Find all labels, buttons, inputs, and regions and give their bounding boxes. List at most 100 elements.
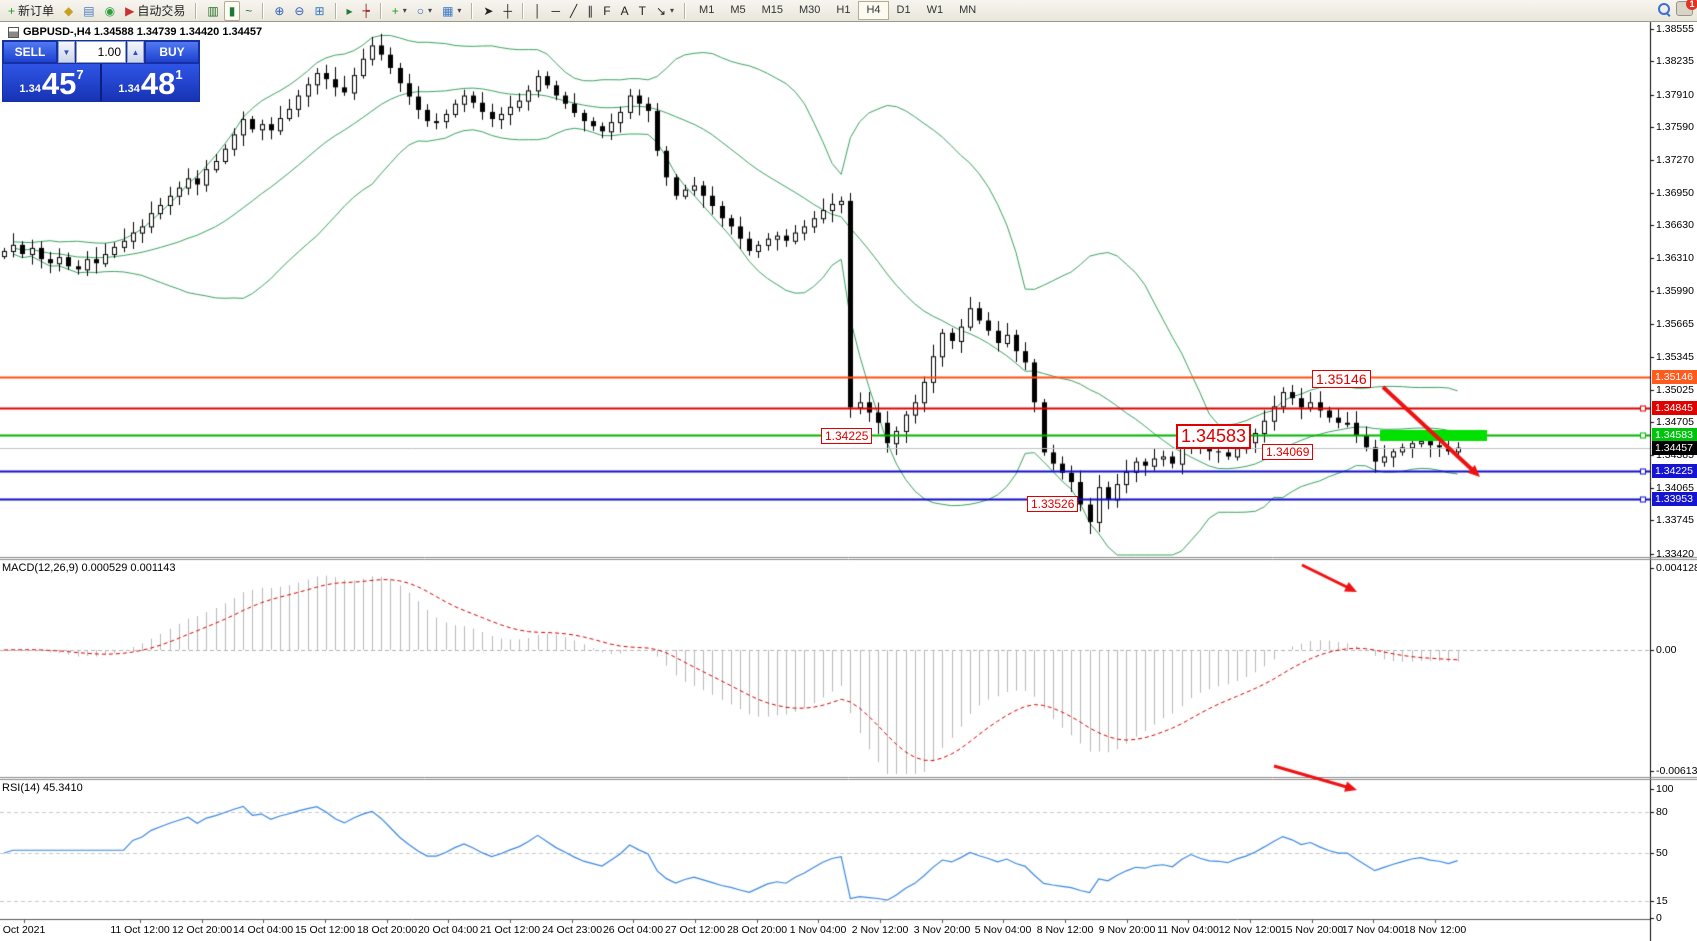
chevron-down-icon[interactable]: ▾ (670, 6, 675, 15)
volume-increase-button[interactable]: ▲ (127, 41, 144, 63)
tab-timeframe-d1[interactable]: D1 (896, 4, 911, 16)
add-indicator-icon: + (391, 3, 399, 18)
time-tick-label: 8 Nov 12:00 (1036, 924, 1094, 936)
price-tick-label: 1.33420 (1656, 547, 1694, 560)
crosshair-button[interactable]: ┼ (498, 1, 517, 21)
chevron-down-icon[interactable]: ▾ (428, 6, 433, 15)
tab-timeframe-mn[interactable]: MN (959, 4, 977, 16)
channel-button[interactable]: ∥ (582, 1, 598, 21)
price-tick-label: 1.34065 (1656, 481, 1694, 494)
price-tick-label: 1.35025 (1656, 383, 1694, 396)
tab-timeframe-m5[interactable]: M5 (730, 4, 746, 16)
time-tick-label: 12 Nov 12:00 (1218, 924, 1282, 936)
toolbar-separator (195, 2, 198, 19)
price-callout[interactable]: 1.34069 (1262, 444, 1314, 460)
tab-timeframe-w1[interactable]: W1 (926, 4, 944, 16)
text-button[interactable]: A (616, 1, 634, 21)
time-tick-label: 2 Nov 12:00 (851, 924, 909, 936)
time-tick-label: 11 Oct 12:00 (110, 924, 170, 936)
buy-price-big: 48 (140, 66, 176, 101)
volume-decrease-button[interactable]: ▼ (58, 41, 75, 63)
stamp-button[interactable]: ◆ (59, 1, 78, 21)
buy-price-display[interactable]: 1.34 48 1 (100, 64, 199, 101)
indicator-tick-label: 0.004128 (1656, 562, 1697, 574)
arrows-icon: ↘ (655, 3, 667, 18)
trendline-button[interactable]: ╱ (565, 1, 582, 21)
indicator-tick-label: 15 (1656, 895, 1668, 907)
price-tag: 1.34457 (1652, 440, 1697, 455)
crosshair-icon: ┼ (503, 3, 512, 18)
zoom-in-icon: ⊕ (274, 3, 285, 18)
sell-price-big: 45 (41, 66, 77, 101)
candlestick-button[interactable]: ▮ (223, 0, 241, 21)
hline-button[interactable]: ─ (547, 1, 566, 21)
tab-timeframe-h1[interactable]: H1 (836, 4, 851, 16)
search-icon[interactable] (1658, 2, 1670, 15)
indicator-tick-label: -0.006132 (1656, 765, 1697, 777)
autotrade-button[interactable]: ▶ 自动交易 (120, 1, 190, 21)
price-tick-label: 1.36950 (1656, 186, 1694, 199)
label-button[interactable]: T (634, 1, 651, 21)
arrows-button[interactable]: ↘ ▾ (651, 1, 679, 21)
buy-button[interactable]: BUY (145, 41, 199, 63)
tab-timeframe-m1[interactable]: M1 (699, 4, 715, 16)
indicator-tick-label: 0 (1656, 912, 1662, 924)
chart-shift-button[interactable]: ┾ (358, 1, 375, 21)
price-tag: 1.35146 (1652, 370, 1697, 385)
bar-chart-button[interactable]: ▥ (202, 1, 223, 21)
sell-price-sup: 7 (76, 67, 84, 82)
tab-timeframe-h4[interactable]: H4 (858, 1, 889, 20)
toolbar-separator (684, 2, 687, 19)
sell-button[interactable]: SELL (3, 41, 57, 63)
zoom-in-button[interactable]: ⊕ (269, 1, 289, 21)
chevron-down-icon[interactable]: ▾ (457, 6, 462, 15)
price-callout[interactable]: 1.34583 (1176, 424, 1252, 449)
template-button[interactable]: ▦ ▾ (437, 1, 466, 21)
line-chart-icon: ~ (245, 3, 253, 18)
stamp-icon: ◆ (64, 3, 74, 18)
text-icon: A (620, 3, 629, 18)
zoom-out-button[interactable]: ⊖ (289, 1, 309, 21)
volume-input[interactable] (76, 41, 126, 63)
tab-timeframe-m30[interactable]: M30 (799, 4, 821, 16)
toolbar-separator (379, 2, 382, 19)
rsi-label: RSI(14) 45.3410 (2, 782, 83, 794)
line-chart-button[interactable]: ~ (240, 1, 257, 21)
candlestick-icon: ▮ (228, 3, 236, 18)
period-button[interactable]: ○ ▾ (412, 1, 437, 21)
sell-price-display[interactable]: 1.34 45 7 (3, 64, 100, 101)
auto-scroll-button[interactable]: ▸ (342, 1, 358, 21)
notifications-icon[interactable]: 1 (1676, 0, 1697, 16)
indicator-tick-label: 0.00 (1656, 644, 1677, 656)
tab-timeframe-m15[interactable]: M15 (761, 4, 783, 16)
vline-button[interactable]: │ (529, 1, 547, 21)
main-toolbar: + 新订单 ◆ ▤ ◉ ▶ 自动交易 ▥ ▮ ~ ⊕ ⊖ ⊞ ▸ ┾ + ▾ ○ ▾ ▦ ▾ ➤ ┼ │ ─ ╱ ∥ F A T ↘ ▾ M1… (0, 0, 1697, 22)
time-tick-label: Oct 2021 (2, 924, 46, 936)
time-tick-label: 28 Oct 20:00 (726, 924, 788, 936)
indicator-tick-label: 80 (1656, 806, 1668, 818)
time-tick-label: 27 Oct 12:00 (664, 924, 726, 936)
autotrade-label: 自动交易 (137, 4, 186, 18)
new-order-button[interactable]: + 新订单 (3, 1, 59, 21)
buy-price-sup: 1 (175, 67, 183, 82)
price-callout[interactable]: 1.34225 (821, 428, 873, 444)
toolbar-separator (471, 2, 474, 19)
vline-icon: │ (534, 3, 542, 18)
chart-window-button[interactable]: ▤ (78, 1, 99, 21)
tile-windows-button[interactable]: ⊞ (309, 1, 329, 21)
price-callout[interactable]: 1.35146 (1312, 370, 1371, 388)
toolbar-separator (522, 2, 524, 19)
add-indicator-button[interactable]: + ▾ (387, 1, 412, 21)
fibonacci-button[interactable]: F (598, 1, 615, 21)
chart-title: GBPUSD-,H4 1.34588 1.34739 1.34420 1.344… (8, 26, 262, 38)
price-tick-label: 1.37270 (1656, 153, 1694, 166)
signal-button[interactable]: ◉ (100, 1, 120, 21)
indicator-tick-label: 50 (1656, 847, 1668, 859)
price-callout[interactable]: 1.33526 (1027, 496, 1079, 512)
chevron-down-icon[interactable]: ▾ (402, 6, 407, 15)
time-tick-label: 18 Oct 20:00 (356, 924, 418, 936)
cursor-icon: ➤ (483, 3, 494, 18)
cursor-button[interactable]: ➤ (478, 1, 498, 21)
